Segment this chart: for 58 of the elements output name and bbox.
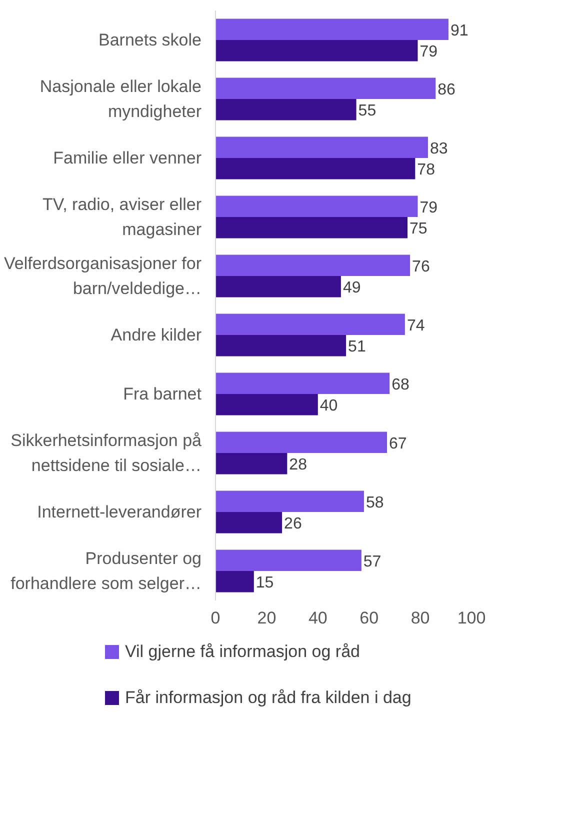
data-label: 51 [348,338,366,356]
legend-label: Vil gjerne få informasjon og råd [125,641,360,663]
data-label: 76 [412,258,430,276]
data-label: 58 [366,494,384,512]
bar [216,335,346,356]
bar [216,254,410,276]
data-label: 28 [289,456,308,474]
bar [216,78,436,99]
bar [216,432,388,453]
y-tick-label: Andre kilder [110,326,202,344]
data-label: 86 [438,81,456,98]
x-tick-label: 0 [210,608,220,628]
data-label: 74 [406,317,425,334]
bar [216,314,405,335]
x-tick-label: 80 [410,608,430,628]
bar [216,394,318,416]
data-label: 40 [320,398,338,415]
data-label: 79 [420,199,438,216]
bar [216,571,254,592]
bar [216,550,362,571]
x-tick-label: 60 [360,608,379,628]
data-label: 67 [389,435,407,452]
x-tick-label: 20 [257,608,276,628]
y-tick-label: TV, radio, aviser eller magasiner [42,195,202,239]
legend-label: Får informasjon og råd fra kilden i dag [125,687,412,710]
bar [216,18,448,40]
bar [216,99,356,120]
bar [216,276,341,298]
y-tick-label: Internett-leverandører [37,502,202,522]
bar [216,453,288,474]
data-label: 15 [256,574,274,592]
y-tick-label: Velferdsorganisasjoner for barn/veldedige… [4,254,202,298]
y-tick-label: Familie eller venner [53,148,202,168]
bar [216,512,282,534]
y-tick-label: Produsenter og forhandlere som selger… [10,549,202,593]
y-tick-label: Sikkerhetsinformasjon på nettsidene til sosiale… [10,431,202,475]
y-tick-label: Barnets skole [98,30,202,50]
data-label: 79 [420,44,438,61]
data-label: 75 [410,220,428,238]
bar [216,372,390,394]
x-tick-label: 40 [308,608,328,628]
data-label: 83 [430,140,448,158]
data-label: 68 [392,376,410,394]
bar [216,40,418,62]
bar [216,490,364,512]
data-label: 49 [342,280,361,297]
y-tick-label: Fra barnet [123,384,202,404]
data-label: 26 [284,516,302,533]
data-label: 55 [358,102,376,120]
data-label: 91 [450,22,468,40]
data-label: 57 [363,553,382,570]
x-tick-label: 100 [457,608,486,628]
bar [216,136,428,158]
y-tick-label: Nasjonale eller lokale myndigheter [40,77,202,121]
bar [216,217,408,238]
bar [216,158,416,180]
bar [216,196,418,217]
data-label: 78 [417,162,436,179]
